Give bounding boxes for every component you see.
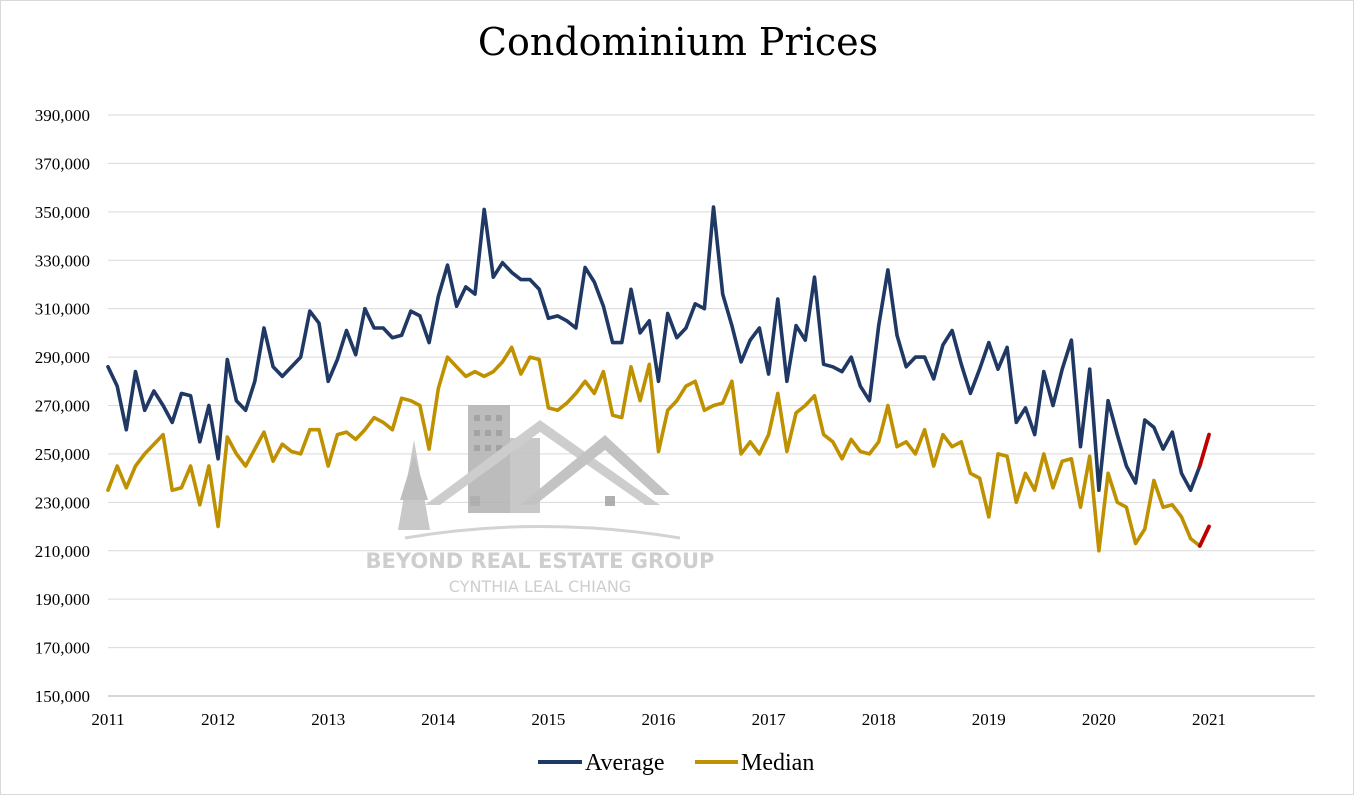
- y-axis: 150,000 170,000 190,000 210,000 230,000 250,0…: [35, 106, 90, 706]
- gridlines: [108, 114, 1315, 649]
- watermark-line1: BEYOND REAL ESTATE GROUP: [366, 549, 715, 573]
- y-tick-label: 310,000: [35, 300, 90, 319]
- legend-label-average: Average: [585, 750, 665, 776]
- tree-icon: [398, 440, 430, 530]
- x-tick-label: 2012: [201, 710, 235, 729]
- x-tick-label: 2021: [1192, 710, 1226, 729]
- y-tick-label: 150,000: [35, 687, 90, 706]
- y-tick-label: 250,000: [35, 445, 90, 464]
- x-tick-label: 2019: [972, 710, 1006, 729]
- series-highlight-average: [1197, 432, 1211, 468]
- series-highlight-median: [1197, 524, 1211, 548]
- x-tick-label: 2018: [862, 710, 896, 729]
- house-icon: [404, 420, 681, 540]
- chart-title: Condominium Prices: [478, 20, 878, 64]
- x-axis: 2011 2012 2013 2014 2015 2016 2017 2018 2019 2020…: [91, 695, 1315, 729]
- y-tick-label: 290,000: [35, 348, 90, 367]
- y-tick-label: 210,000: [35, 542, 90, 561]
- y-tick-label: 190,000: [35, 590, 90, 609]
- y-tick-label: 230,000: [35, 493, 90, 512]
- y-tick-label: 390,000: [35, 106, 90, 125]
- x-tick-label: 2017: [752, 710, 787, 729]
- x-tick-label: 2011: [91, 710, 124, 729]
- watermark-logo: BEYOND REAL ESTATE GROUP CYNTHIA LEAL CH…: [366, 405, 715, 596]
- x-tick-label: 2016: [642, 710, 676, 729]
- series-line-median: [106, 345, 1202, 553]
- watermark-line2: CYNTHIA LEAL CHIANG: [449, 577, 631, 596]
- x-tick-label: 2013: [311, 710, 345, 729]
- legend: Average Median: [538, 750, 814, 776]
- series-layer: [106, 205, 1211, 553]
- y-tick-label: 170,000: [35, 639, 90, 658]
- x-tick-label: 2014: [421, 710, 456, 729]
- y-tick-label: 270,000: [35, 397, 90, 416]
- y-tick-label: 370,000: [35, 154, 90, 173]
- y-tick-label: 330,000: [35, 251, 90, 270]
- legend-label-median: Median: [741, 750, 814, 776]
- series-line-average: [106, 205, 1202, 493]
- y-tick-label: 350,000: [35, 203, 90, 222]
- x-tick-label: 2020: [1082, 710, 1116, 729]
- x-tick-label: 2015: [531, 710, 565, 729]
